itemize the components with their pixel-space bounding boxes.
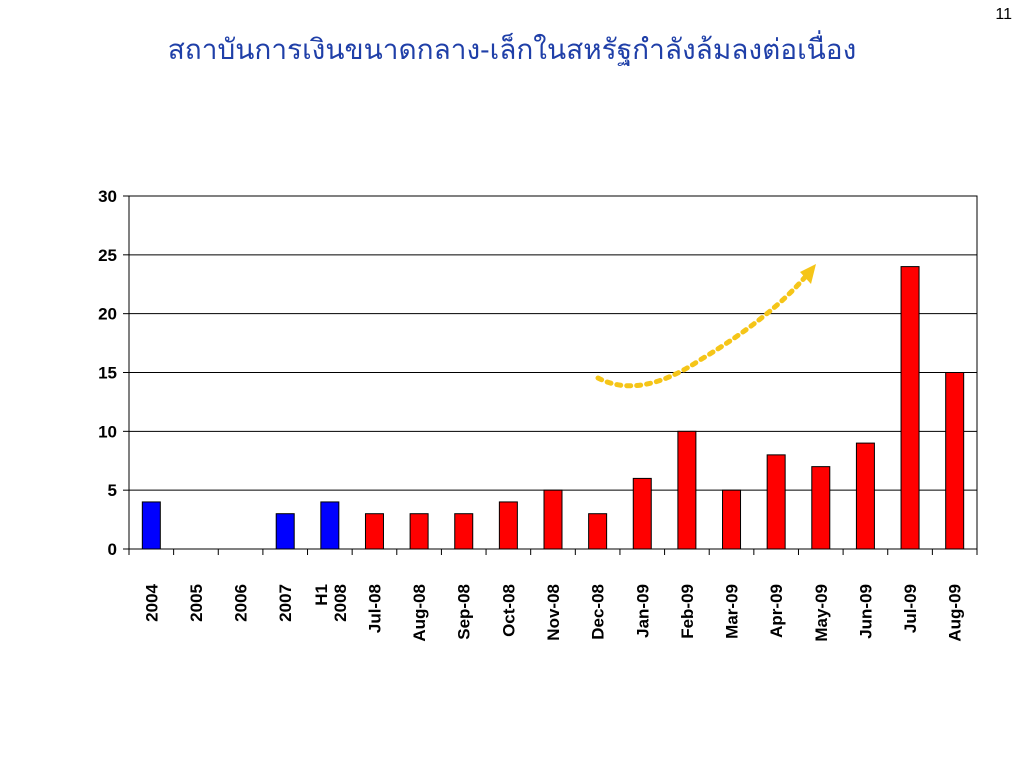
x-tick-label-group: 2006 xyxy=(232,584,251,622)
bar-nov-08 xyxy=(543,489,563,550)
x-tick-label-group: Dec-08 xyxy=(589,584,608,640)
bar-dec-08 xyxy=(588,513,608,550)
trend-arrow-line xyxy=(595,273,809,389)
bar-aug-08 xyxy=(409,513,429,550)
y-tick-label: 10 xyxy=(98,422,117,441)
axes xyxy=(123,195,978,555)
x-tick-label: Nov-08 xyxy=(544,584,563,641)
bar-jul-09 xyxy=(900,266,920,550)
x-tick-label-group: Jul-09 xyxy=(901,584,920,633)
y-tick-label: 0 xyxy=(108,540,117,559)
x-tick-label-group: Sep-08 xyxy=(455,584,474,640)
x-tick-label: Jul-09 xyxy=(901,584,920,633)
slide-title: สถาบันการเงินขนาดกลาง-เล็กในสหรัฐกำลังล้… xyxy=(167,33,857,66)
x-tick-label-group: Aug-09 xyxy=(946,584,965,642)
x-tick-label: May-09 xyxy=(812,584,831,642)
x-tick-label-group: Aug-08 xyxy=(410,584,429,642)
x-tick-label-group: May-09 xyxy=(812,584,831,642)
x-tick-label-group: Oct-08 xyxy=(499,584,518,637)
bar-h1-2008 xyxy=(320,501,340,550)
x-tick-label: Dec-08 xyxy=(589,584,608,640)
x-tick-label: Aug-08 xyxy=(410,584,429,642)
x-tick-label: Jan-09 xyxy=(633,584,652,638)
x-tick-label: 2005 xyxy=(187,584,206,622)
bars xyxy=(141,266,965,550)
x-tick-label: Jun-09 xyxy=(856,584,875,639)
bar-2004 xyxy=(141,501,161,550)
y-tick-labels: 0 5 10 15 20 25 30 xyxy=(98,187,117,559)
x-tick-label: 2006 xyxy=(232,584,251,622)
x-tick-label-group: Feb-09 xyxy=(678,584,697,639)
y-tick-label: 25 xyxy=(98,246,117,265)
bar-may-09 xyxy=(811,466,831,550)
x-tick-label-group: 2005 xyxy=(187,584,206,622)
bar-oct-08 xyxy=(498,501,518,550)
bar-jan-09 xyxy=(632,477,652,550)
x-tick-label-group: Jan-09 xyxy=(633,584,652,638)
x-tick-label: 2007 xyxy=(276,584,295,622)
x-tick-label: Mar-09 xyxy=(723,584,742,639)
x-tick-label-group: Apr-09 xyxy=(767,584,786,638)
bar-jul-08 xyxy=(364,513,384,550)
x-tick-label: Aug-09 xyxy=(946,584,965,642)
bar-apr-09 xyxy=(766,454,786,550)
x-tick-label-group: Jun-09 xyxy=(856,584,875,639)
x-tick-label: Oct-08 xyxy=(499,584,518,637)
bar-jun-09 xyxy=(855,442,875,550)
x-tick-labels: 2004 2005 2006 2007 H12008 Jul-08 Aug-08 Sep-08… xyxy=(142,583,964,641)
x-tick-label-group: Nov-08 xyxy=(544,584,563,641)
x-tick-label-group: H12008 xyxy=(312,584,350,622)
y-tick-label: 30 xyxy=(98,187,117,206)
x-tick-label-group: 2004 xyxy=(142,583,161,621)
bar-sep-08 xyxy=(454,513,474,550)
trend-arrow-head xyxy=(800,264,816,284)
y-tick-label: 5 xyxy=(108,481,117,500)
x-tick-label-group: Jul-08 xyxy=(365,584,384,633)
x-tick-label-line: H1 xyxy=(312,584,331,606)
slide-number: 11 xyxy=(995,6,1012,23)
x-tick-label: Jul-08 xyxy=(365,584,384,633)
x-tick-label-group: 2007 xyxy=(276,584,295,622)
bar-2007 xyxy=(275,513,295,550)
bar-aug-09 xyxy=(945,372,965,550)
bar-feb-09 xyxy=(677,430,697,550)
x-tick-label: H12008 xyxy=(312,584,350,622)
y-tick-label: 20 xyxy=(98,305,117,324)
x-tick-label-group: Mar-09 xyxy=(723,584,742,639)
x-tick-label-line: 2008 xyxy=(331,584,350,622)
gridlines xyxy=(128,195,978,550)
y-tick-label: 15 xyxy=(98,364,117,383)
x-tick-label: Feb-09 xyxy=(678,584,697,639)
bar-mar-09 xyxy=(722,489,742,550)
x-tick-label: Apr-09 xyxy=(767,584,786,638)
trend-arrow xyxy=(595,264,816,389)
x-tick-label: Sep-08 xyxy=(455,584,474,640)
x-tick-label: 2004 xyxy=(142,583,161,621)
